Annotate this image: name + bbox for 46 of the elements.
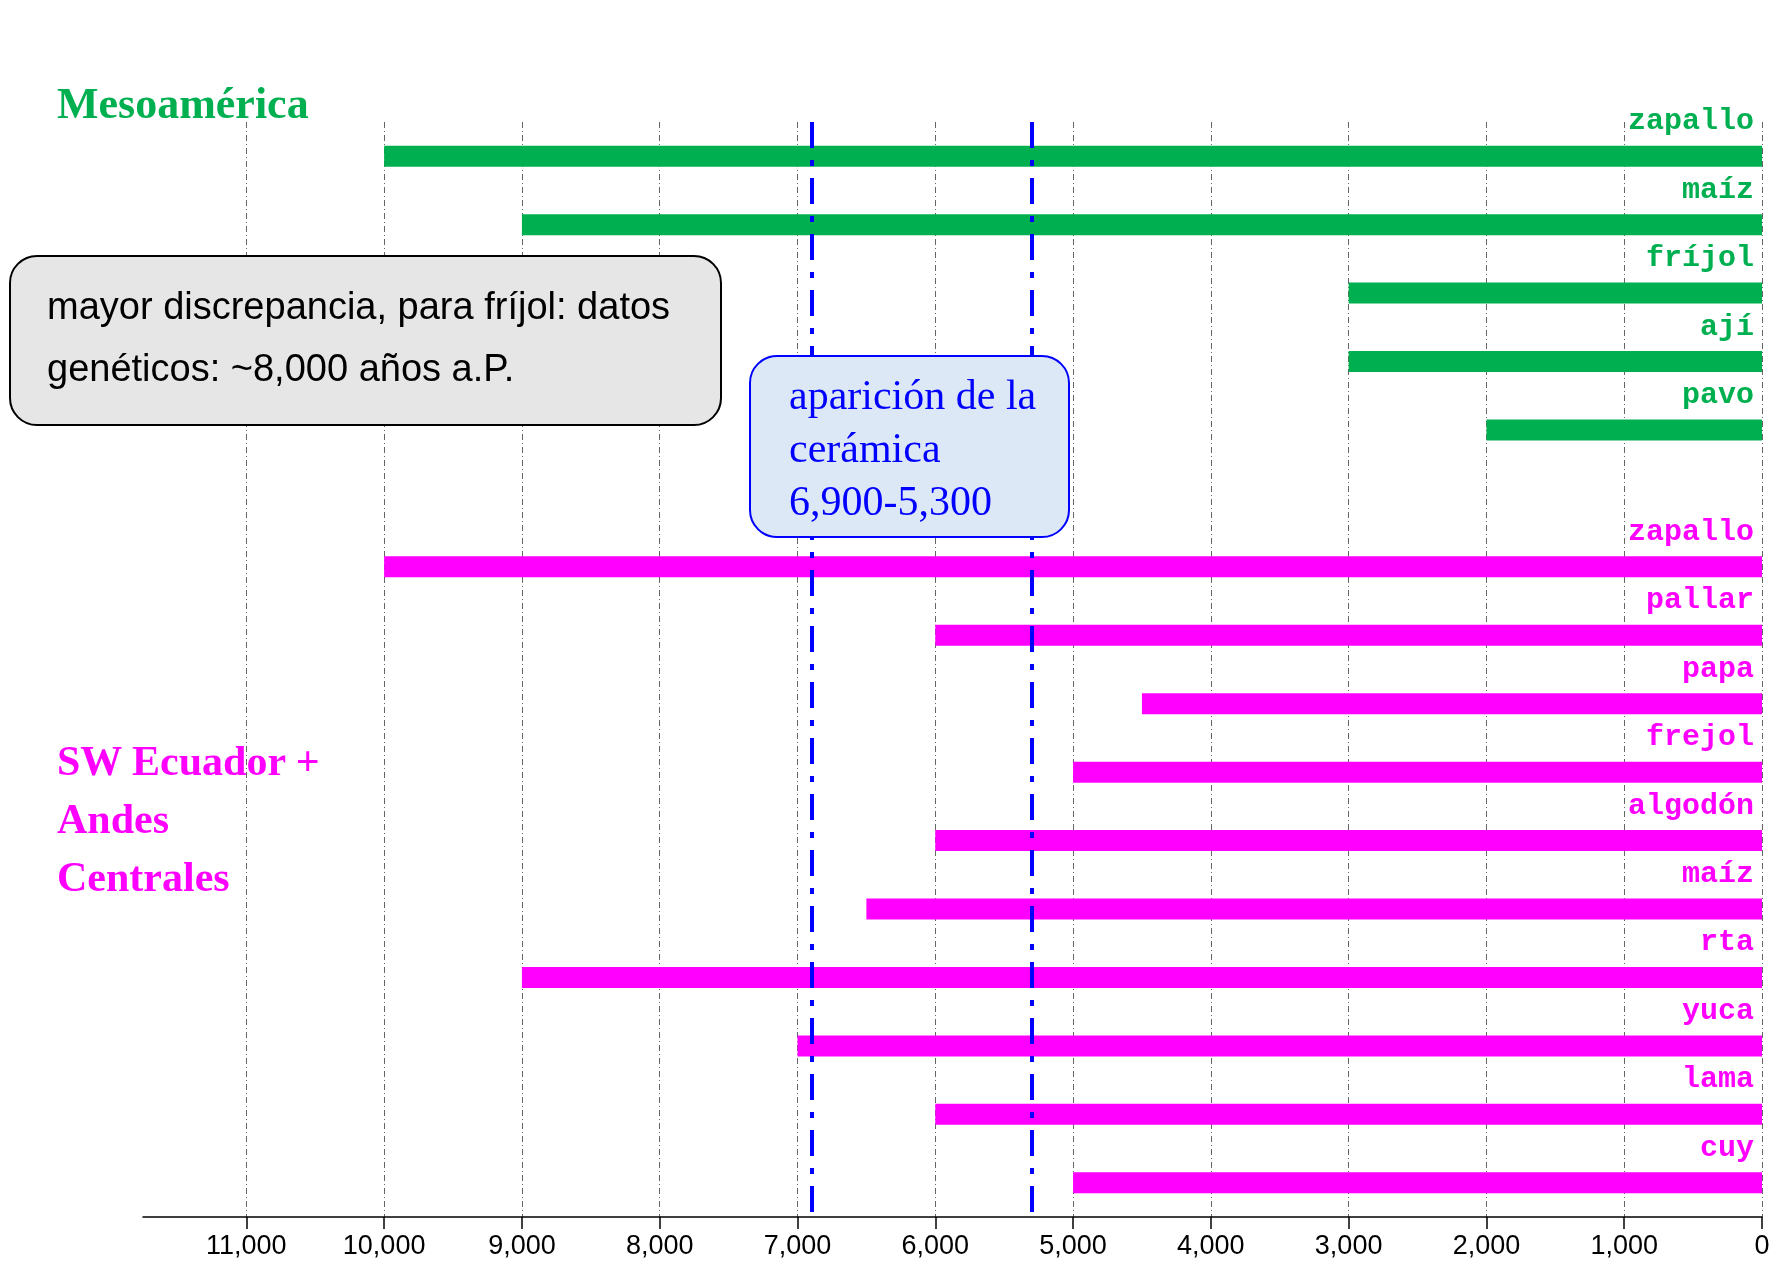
bar xyxy=(1348,282,1762,304)
annotation: Mesoamérica xyxy=(57,78,309,129)
x-tick-label: 9,000 xyxy=(488,1229,556,1260)
bar xyxy=(1141,693,1762,715)
bar xyxy=(521,214,1762,236)
y-tick-label: algodón xyxy=(1627,788,1754,823)
bar xyxy=(1073,1172,1762,1194)
y-tick-label: frejol xyxy=(1645,720,1754,755)
bar xyxy=(935,830,1762,852)
y-tick-label: yuca xyxy=(1681,993,1754,1028)
x-tick-label: 2,000 xyxy=(1452,1229,1521,1260)
bar xyxy=(935,624,1762,646)
y-tick-label: maíz xyxy=(1681,172,1754,207)
y-tick-label: pavo xyxy=(1681,377,1754,412)
x-tick-label: 3,000 xyxy=(1314,1229,1383,1260)
bar xyxy=(935,1103,1762,1125)
x-tick-label: 8,000 xyxy=(625,1229,694,1260)
x-tick-label: 11,000 xyxy=(206,1229,287,1260)
annotation: SW Ecuador + Andes Centrales xyxy=(57,737,321,902)
y-tick-label: cuy xyxy=(1699,1130,1754,1165)
annotation: aparición de la cerámica 6,900-5,300 xyxy=(749,355,1070,538)
x-tick-label: 10,000 xyxy=(342,1229,426,1260)
y-tick-label: fríjol xyxy=(1645,241,1754,276)
bar xyxy=(866,898,1762,920)
bar xyxy=(521,966,1762,988)
bar xyxy=(384,145,1762,167)
x-tick-label: 0 xyxy=(1754,1229,1770,1260)
x-tick-label: 7,000 xyxy=(763,1229,832,1260)
y-tick-label: pallar xyxy=(1645,583,1754,618)
x-tick-label: 6,000 xyxy=(901,1229,970,1260)
bar xyxy=(1348,351,1762,373)
y-tick-label: lama xyxy=(1681,1062,1754,1097)
bar xyxy=(1486,419,1762,441)
x-tick-label: 5,000 xyxy=(1039,1229,1107,1260)
y-tick-label: rta xyxy=(1699,925,1754,960)
bar xyxy=(384,556,1762,578)
y-tick-label: papa xyxy=(1681,651,1754,686)
x-tick-label: 1,000 xyxy=(1590,1229,1658,1260)
y-tick-label: zapallo xyxy=(1627,104,1754,139)
bar xyxy=(1073,761,1762,783)
y-tick-label: ají xyxy=(1699,309,1754,344)
y-tick-label: maíz xyxy=(1681,857,1754,892)
x-tick-label: 4,000 xyxy=(1177,1229,1245,1260)
y-tick-label: zapallo xyxy=(1627,514,1754,549)
annotation: mayor discrepancia, para fríjol: datos genéticos: ~8,000 años a.P. xyxy=(9,255,722,426)
bar xyxy=(797,1035,1762,1057)
